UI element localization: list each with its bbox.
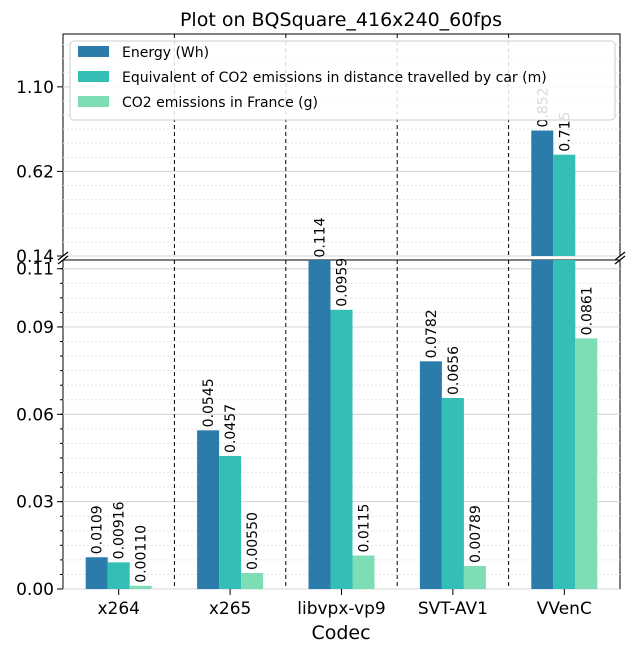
- legend-label: Equivalent of CO2 emissions in distance …: [122, 70, 547, 86]
- legend-swatch: [78, 96, 109, 107]
- break-mark: [614, 255, 626, 265]
- bar-value-label: 0.00789: [468, 505, 484, 563]
- y-tick-label: 0.06: [16, 405, 54, 425]
- y-tick-label: 0.14: [16, 247, 54, 267]
- x-axis: x264 x265 libvpx-vp9 SVT-AV1 VVenC: [97, 589, 592, 619]
- bar: [441, 398, 464, 589]
- bar-value-label: 0.114: [313, 217, 329, 257]
- bar-value-label: 0.00550: [245, 512, 261, 570]
- bar: [107, 562, 130, 589]
- bar: [531, 260, 554, 589]
- bars: [85, 130, 598, 589]
- bar: [85, 557, 108, 589]
- bar: [241, 572, 264, 589]
- x-axis-label: Codec: [311, 622, 370, 644]
- bar: [308, 260, 331, 589]
- bar-value-label: 0.715: [557, 112, 573, 152]
- legend-label: Energy (Wh): [122, 45, 209, 61]
- bar-value-label: 0.0959: [335, 258, 351, 307]
- bar: [553, 260, 576, 589]
- legend-swatch: [78, 71, 109, 82]
- y-axis: 0.00 0.03 0.06 0.09 0.110.14 0.62 1.10: [16, 78, 63, 600]
- value-labels: 0.01090.05450.1140.07820.8520.009160.045…: [90, 87, 596, 582]
- y-tick-label: 0.62: [16, 162, 54, 182]
- x-tick-label: libvpx-vp9: [297, 599, 386, 619]
- bar: [352, 555, 375, 589]
- bar: [330, 309, 353, 589]
- bar: [219, 455, 242, 589]
- bar-value-label: 0.00916: [112, 501, 128, 559]
- y-tick-label: 0.03: [16, 493, 54, 513]
- bar: [553, 154, 576, 256]
- bar: [575, 338, 598, 589]
- bar: [197, 430, 220, 589]
- bar-value-label: 0.0457: [223, 404, 239, 453]
- break-mark: [614, 251, 626, 261]
- axis-break-marks: [57, 251, 626, 265]
- legend-frame: [69, 40, 616, 121]
- bar: [129, 585, 152, 589]
- y-tick-label: 0.09: [16, 318, 54, 338]
- x-tick-label: x265: [209, 599, 252, 619]
- y-tick-label: 0.00: [16, 580, 54, 600]
- bar-value-label: 0.00110: [134, 525, 150, 583]
- bar-value-label: 0.0656: [446, 346, 462, 395]
- legend-swatch: [78, 46, 109, 57]
- bar: [463, 566, 486, 589]
- bar: [419, 361, 442, 589]
- legend: Energy (Wh) Equivalent of CO2 emissions i…: [69, 40, 616, 121]
- x-tick-label: SVT-AV1: [418, 599, 488, 619]
- bar-value-label: 0.0545: [201, 378, 217, 427]
- x-tick-label: VVenC: [537, 599, 592, 619]
- chart-title: Plot on BQSquare_416x240_60fps: [180, 9, 502, 31]
- x-tick-label: x264: [97, 599, 140, 619]
- break-mark: [57, 251, 69, 261]
- bar: [531, 130, 554, 256]
- grid-lines: [63, 44, 620, 590]
- bar-value-label: 0.0115: [357, 504, 373, 553]
- bar-value-label: 0.0109: [90, 505, 106, 554]
- y-tick-label: 1.10: [16, 78, 54, 98]
- legend-label: CO2 emissions in France (g): [122, 95, 318, 111]
- y-tick-label: 0.11: [16, 260, 54, 280]
- bar-value-label: 0.0782: [424, 309, 440, 358]
- bar-value-label: 0.0861: [579, 286, 595, 335]
- break-mark: [57, 255, 69, 265]
